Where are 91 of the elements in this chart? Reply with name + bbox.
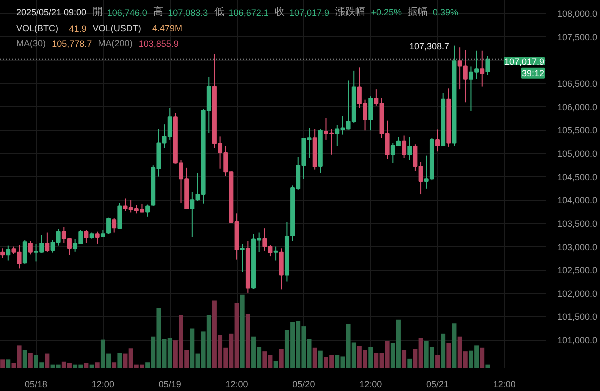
candlestick	[0, 248, 6, 259]
bar	[118, 353, 122, 368]
candlestick	[486, 56, 490, 76]
y-tick-label: 102,000.0	[558, 288, 598, 299]
bar	[480, 348, 485, 368]
candlestick	[84, 230, 89, 244]
annotation: MA(200)	[98, 38, 133, 48]
y-tick-label: 108,000.0	[558, 9, 598, 20]
y-tick-label: 106,500.0	[558, 79, 598, 90]
y-tick-label: 102,500.0	[558, 266, 598, 276]
bar	[84, 363, 89, 368]
annotation: 107,308.7	[409, 41, 450, 52]
x-tick-label: 05/21	[426, 380, 450, 390]
annotation: 4.479M	[152, 24, 183, 34]
x-tick-label: 12:00	[360, 380, 382, 390]
bar	[279, 349, 284, 368]
annotation: 106,746.0	[107, 8, 148, 18]
bar	[112, 362, 117, 368]
candlestick	[112, 218, 117, 234]
candlestick	[28, 240, 33, 256]
x-tick-label: 05/19	[158, 380, 182, 390]
y-tick-label: 104,500.0	[558, 172, 598, 182]
candlestick	[45, 232, 50, 253]
annotation: 漲跌幅	[336, 6, 366, 18]
candlestick	[240, 244, 245, 273]
bar	[402, 350, 407, 368]
y-tick-label: 106,000.0	[558, 102, 598, 112]
annotation: 0.39%	[433, 8, 459, 18]
bar	[446, 343, 452, 368]
bar	[6, 360, 11, 368]
annotation: 103,855.9	[138, 39, 179, 49]
bar	[318, 350, 323, 368]
annotation: 振幅	[408, 6, 428, 18]
y-tick-label: 104,000.0	[558, 196, 598, 206]
annotation: VOL(BTC)	[16, 24, 59, 34]
annotation: 39:12	[522, 68, 545, 78]
bar	[436, 355, 440, 368]
x-tick-label: 05/18	[25, 380, 48, 390]
y-tick-label: 101,500.0	[558, 312, 598, 322]
annotation: 107,083.3	[168, 8, 208, 18]
annotation: 41.9	[69, 24, 87, 34]
candlestick	[146, 204, 150, 218]
candlestick	[6, 245, 11, 262]
bar	[246, 314, 250, 368]
ref-line-label: 107,017.9	[504, 56, 545, 67]
candlestick	[118, 202, 122, 230]
y-tick-label: 101,000.0	[558, 336, 598, 346]
candlestick	[368, 96, 374, 132]
candlestick	[408, 136, 412, 161]
candlestick	[480, 50, 485, 88]
annotation: 收	[275, 7, 285, 18]
annotation: VOL(USDT)	[92, 24, 142, 34]
candlestick	[279, 248, 284, 290]
candlestick	[106, 217, 111, 235]
candlestick	[274, 246, 278, 262]
annotation: 105,778.7	[52, 39, 92, 49]
bar	[90, 364, 94, 368]
annotation: 2025/05/21 09:00	[16, 8, 87, 18]
x-tick-label: 12:00	[226, 380, 248, 390]
bar	[95, 362, 100, 368]
bar	[441, 334, 446, 368]
x-tick-label: 12:00	[92, 380, 114, 390]
y-tick-label: 103,000.0	[558, 242, 598, 252]
bar	[274, 361, 278, 368]
annotation: 高	[154, 6, 164, 18]
annotation: 107,017.9	[290, 8, 330, 18]
bar	[452, 324, 457, 368]
annotation: +0.25%	[371, 8, 402, 18]
y-tick-label: 107,500.0	[558, 32, 598, 42]
bar	[368, 347, 374, 368]
annotation: 106,672.1	[228, 8, 269, 18]
y-tick-label: 105,500.0	[558, 126, 598, 136]
x-tick-label: 12:00	[493, 380, 516, 390]
y-tick-label: 103,500.0	[558, 218, 598, 229]
bar	[486, 364, 490, 368]
annotation: 開	[92, 7, 103, 18]
candlestick	[95, 231, 100, 244]
bar	[0, 360, 6, 368]
bar	[45, 354, 50, 368]
x-tick-label: 05/20	[292, 380, 316, 390]
annotation: MA(30)	[16, 38, 46, 48]
annotation: 低	[214, 7, 224, 18]
candlestick	[436, 129, 440, 152]
bar	[22, 350, 28, 368]
bar	[28, 353, 33, 368]
bar	[312, 348, 318, 368]
candlestick	[22, 240, 28, 265]
y-tick-label: 105,000.0	[558, 148, 598, 159]
bar	[408, 358, 412, 368]
candlestick	[402, 135, 407, 159]
bar	[240, 294, 245, 368]
